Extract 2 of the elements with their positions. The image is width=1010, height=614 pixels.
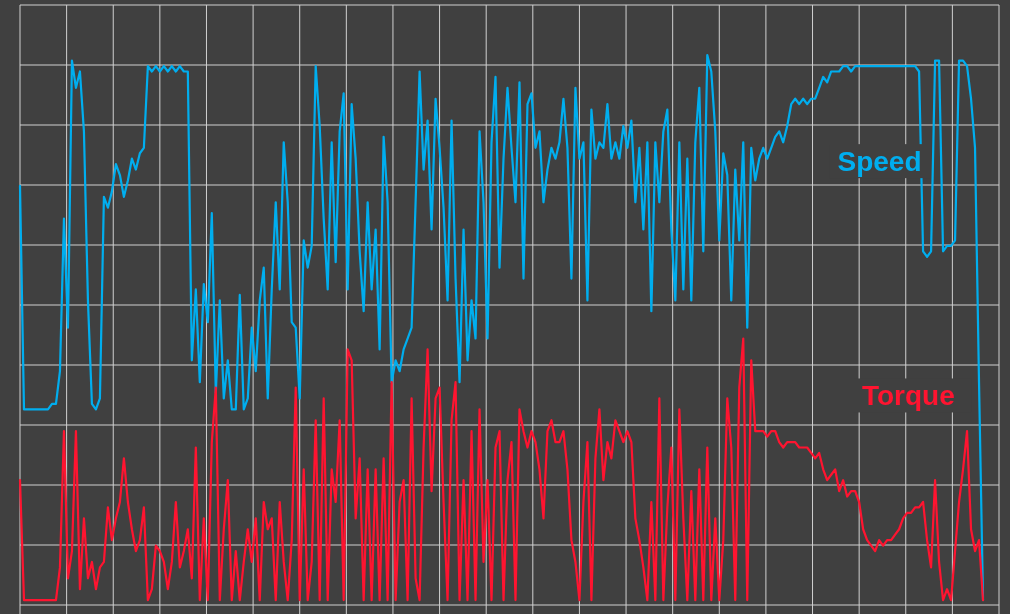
- series-label: Speed: [837, 146, 922, 178]
- series-label: Torque: [861, 380, 955, 412]
